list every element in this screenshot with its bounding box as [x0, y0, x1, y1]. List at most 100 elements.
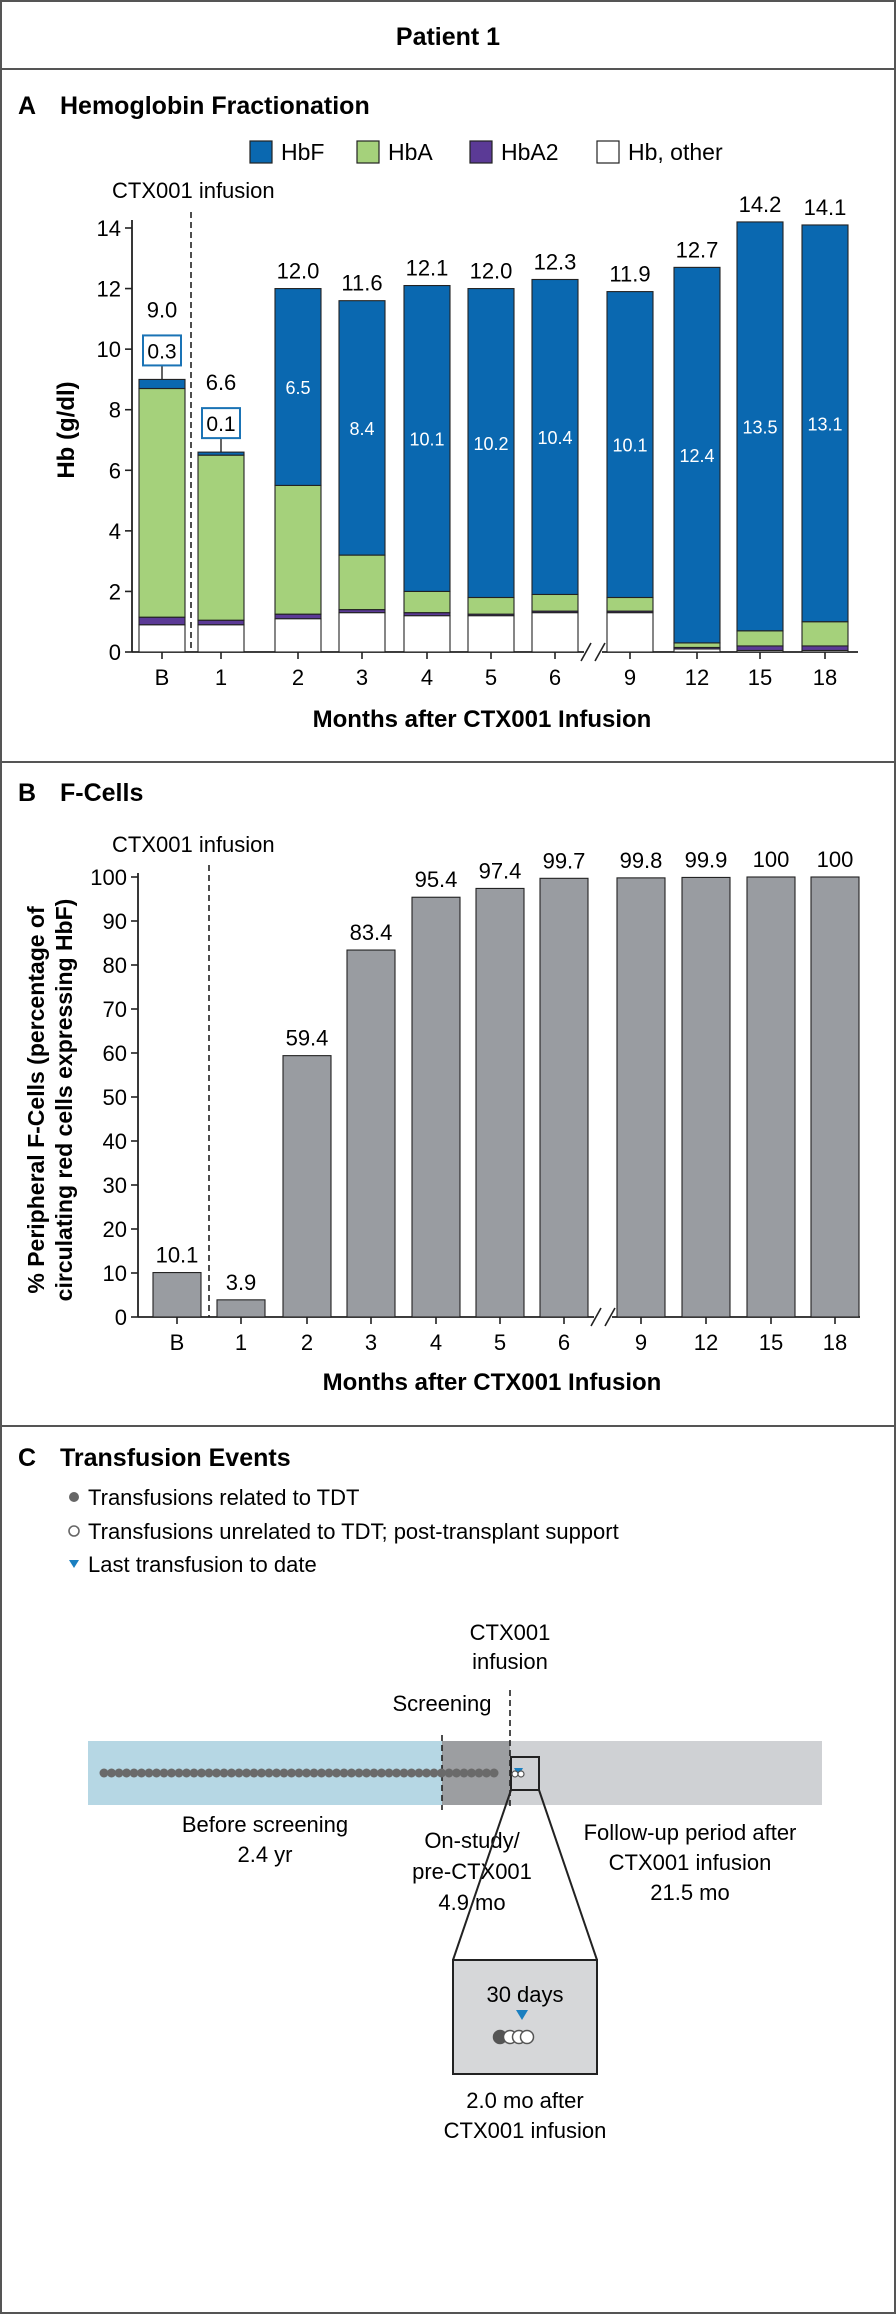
panel-b-x-tick-label: B — [170, 1330, 185, 1355]
transfusion-dot-tdt — [384, 1768, 394, 1778]
panel-b-x-tick-label: 18 — [823, 1330, 847, 1355]
panel-a-y-tick-label: 8 — [109, 398, 121, 423]
fcell-value-label: 3.9 — [226, 1270, 257, 1295]
panel-a-y-tick-label: 2 — [109, 579, 121, 604]
fcell-bar — [539, 877, 589, 1318]
zoom-open-dot — [519, 2029, 535, 2045]
zoom-connector-right — [538, 1789, 598, 1961]
transfusion-dot-tdt — [392, 1768, 401, 1778]
transfusion-dot-tdt — [294, 1768, 304, 1778]
panel-b-y-tick-label: 20 — [103, 1217, 127, 1242]
transfusion-dot-tdt — [99, 1768, 109, 1778]
hbf-value-label: 0.3 — [147, 340, 176, 363]
transfusion-dot-tdt — [489, 1768, 499, 1778]
fcell-bar — [282, 1055, 332, 1318]
bar-segment-hba2 — [274, 613, 322, 620]
transfusion-dot-tdt — [354, 1768, 364, 1778]
followup-duration: 21.5 mo — [650, 1880, 730, 1905]
panel-a-title: Hemoglobin Fractionation — [60, 92, 370, 120]
transfusion-dot-tdt — [129, 1768, 139, 1778]
bar-segment-hbf — [338, 300, 386, 556]
transfusion-dot-tdt — [317, 1768, 326, 1778]
legend-label-hb-other: Hb, other — [628, 139, 723, 165]
panel-b-y-tick-label: 90 — [103, 909, 127, 934]
bar-segment-hba — [197, 454, 245, 621]
total-hb-label: 9.0 — [147, 297, 178, 322]
ctx-infusion-label-line2: infusion — [472, 1649, 548, 1674]
before-screening-label: Before screening — [182, 1812, 348, 1837]
panel-a-plot: 0 2 4 6 8 10 12 14 B 9.0 0.3 1 6.6 0.1 2 12.0 6.5 3 11.6 8.… — [97, 192, 858, 690]
panel-b-letter: B — [18, 779, 36, 807]
transfusion-dots — [99, 1768, 499, 1778]
transfusion-dot-tdt — [339, 1768, 349, 1778]
hbf-value-label: 13.5 — [742, 417, 777, 437]
bar-segment-hba — [138, 387, 186, 618]
transfusion-dot-tdt — [377, 1768, 386, 1778]
legend-swatch-hb-other — [596, 140, 620, 164]
total-hb-label: 11.6 — [341, 271, 382, 296]
total-hb-label: 11.9 — [609, 262, 650, 287]
fcell-bar — [475, 887, 525, 1318]
hbf-value-label: 8.4 — [349, 419, 374, 439]
hbf-callout-box — [201, 407, 241, 440]
transfusion-dot-tdt — [459, 1768, 469, 1778]
panel-b-title: F-Cells — [60, 779, 143, 807]
hbf-value-label: 12.4 — [679, 446, 714, 466]
hbf-value-label: 10.1 — [612, 436, 647, 456]
transfusion-dot-tdt — [152, 1768, 161, 1778]
total-hb-label: 12.1 — [406, 256, 449, 281]
panel-b-x-tick-label: 6 — [558, 1330, 570, 1355]
panel-a-y-tick-label: 14 — [97, 216, 121, 241]
fcell-value-label: 99.9 — [685, 847, 728, 872]
hbf-value-label: 10.4 — [537, 428, 572, 448]
hbf-value-label: 6.5 — [285, 378, 310, 398]
panel-a-x-tick-label: 2 — [292, 665, 304, 690]
panel-b-x-tick-label: 5 — [494, 1330, 506, 1355]
transfusion-dot-tdt — [234, 1768, 244, 1778]
fcell-value-label: 99.7 — [543, 848, 586, 873]
bar-segment-hb-other — [274, 618, 322, 653]
panel-b-y-tick-label: 50 — [103, 1085, 127, 1110]
panel-a-y-tick-label: 0 — [109, 640, 121, 665]
transfusion-dot-tdt — [332, 1768, 341, 1778]
bar-segment-hb-other — [138, 624, 186, 653]
bar-segment-hbf — [274, 288, 322, 486]
transfusion-dot-tdt — [437, 1768, 446, 1778]
total-hb-label: 14.1 — [804, 195, 847, 220]
panel-b-y-tick-label: 40 — [103, 1129, 127, 1154]
hbf-value-label: 0.1 — [206, 413, 235, 436]
onstudy-label-line1: On-study/ — [424, 1828, 520, 1853]
bar-segment-hba — [274, 484, 322, 615]
panel-a-x-tick-label: 6 — [549, 665, 561, 690]
panel-a-y-tick-label: 12 — [97, 277, 121, 302]
fcell-bar — [411, 896, 461, 1318]
fcell-value-label: 99.8 — [620, 848, 663, 873]
bar-segment-hb-other — [197, 624, 245, 653]
transfusion-dot-tdt — [347, 1768, 356, 1778]
after-infusion-label-line2: CTX001 infusion — [444, 2118, 607, 2143]
bar-segment-hbf — [197, 451, 245, 456]
panel-b-x-tick-label: 3 — [365, 1330, 377, 1355]
before-screening-duration: 2.4 yr — [237, 1842, 292, 1867]
legend-last-label: Last transfusion to date — [88, 1552, 317, 1577]
transfusion-dot-tdt — [467, 1768, 476, 1778]
hbf-callout-box — [142, 334, 182, 367]
transfusion-dot-tdt — [212, 1768, 221, 1778]
panel-a-x-tick-label: 5 — [485, 665, 497, 690]
fcell-bar — [681, 876, 731, 1318]
transfusion-dot-tdt — [452, 1768, 461, 1778]
transfusion-dot-tdt — [189, 1768, 199, 1778]
transfusion-dot-tdt — [414, 1768, 424, 1778]
panel-c-title: Transfusion Events — [60, 1444, 291, 1472]
bar-segment-hbf — [467, 288, 515, 599]
bar-segment-hb-other — [467, 615, 515, 653]
panel-a-x-tick-label: 15 — [748, 665, 772, 690]
transfusion-dot-tdt — [219, 1768, 229, 1778]
transfusion-dot-tdt — [242, 1768, 251, 1778]
transfusion-dot-tdt — [204, 1768, 214, 1778]
panel-a-x-tick-label: 12 — [685, 665, 709, 690]
transfusion-dot-tdt — [159, 1768, 169, 1778]
bar-segment-hbf — [736, 221, 784, 632]
transfusion-dot-tdt — [197, 1768, 206, 1778]
post-infusion-dot — [517, 1770, 525, 1778]
